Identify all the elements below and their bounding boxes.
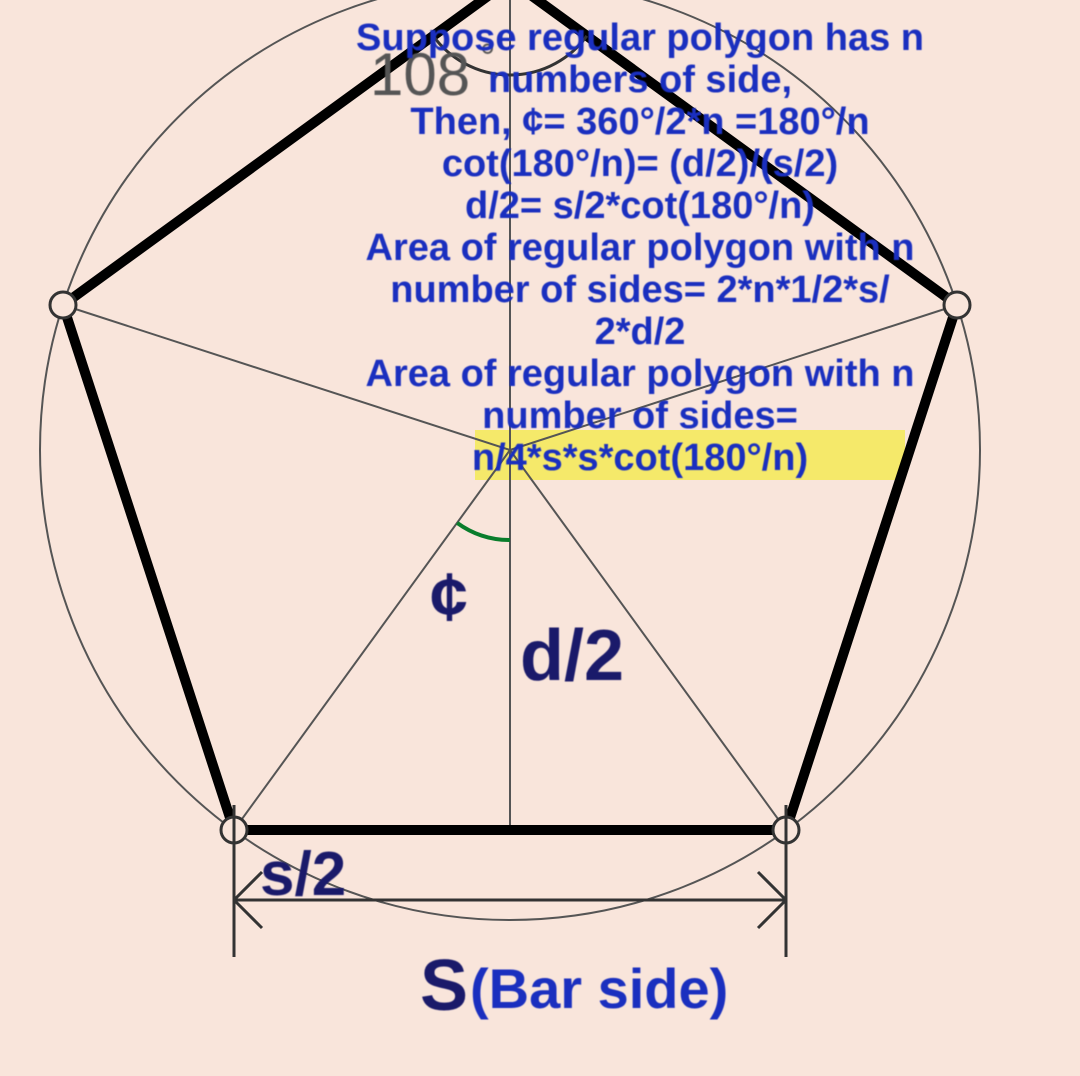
derivation-line: n/4*s*s*cot(180°/n): [472, 437, 808, 479]
derivation-line: numbers of side,: [488, 59, 792, 101]
derivation-line: Then, ¢= 360°/2*n =180°/n: [410, 101, 869, 143]
half-side-label: s/2: [260, 840, 346, 909]
derivation-line: cot(180°/n)= (d/2)/(s/2): [442, 143, 838, 185]
derivation-line: number of sides=: [482, 395, 798, 437]
derivation-line: Suppose regular polygon has n: [356, 17, 924, 59]
apothem-label: d/2: [520, 616, 624, 696]
center-angle-arc: [457, 523, 510, 540]
side-S-label: S: [420, 946, 468, 1026]
polygon-diagram: 108 ° ¢ d/2 s/2 S (Bar side) Suppose reg…: [0, 0, 1080, 1076]
derivation-line: d/2= s/2*cot(180°/n): [465, 185, 815, 227]
derivation-line: Area of regular polygon with n: [366, 227, 915, 269]
derivation-line: 2*d/2: [595, 311, 686, 353]
derivation-line: Area of regular polygon with n: [366, 353, 915, 395]
bar-side-label: (Bar side): [470, 957, 728, 1020]
derivation-line: number of sides= 2*n*1/2*s/: [390, 269, 890, 311]
center-angle-symbol: ¢: [430, 559, 468, 635]
